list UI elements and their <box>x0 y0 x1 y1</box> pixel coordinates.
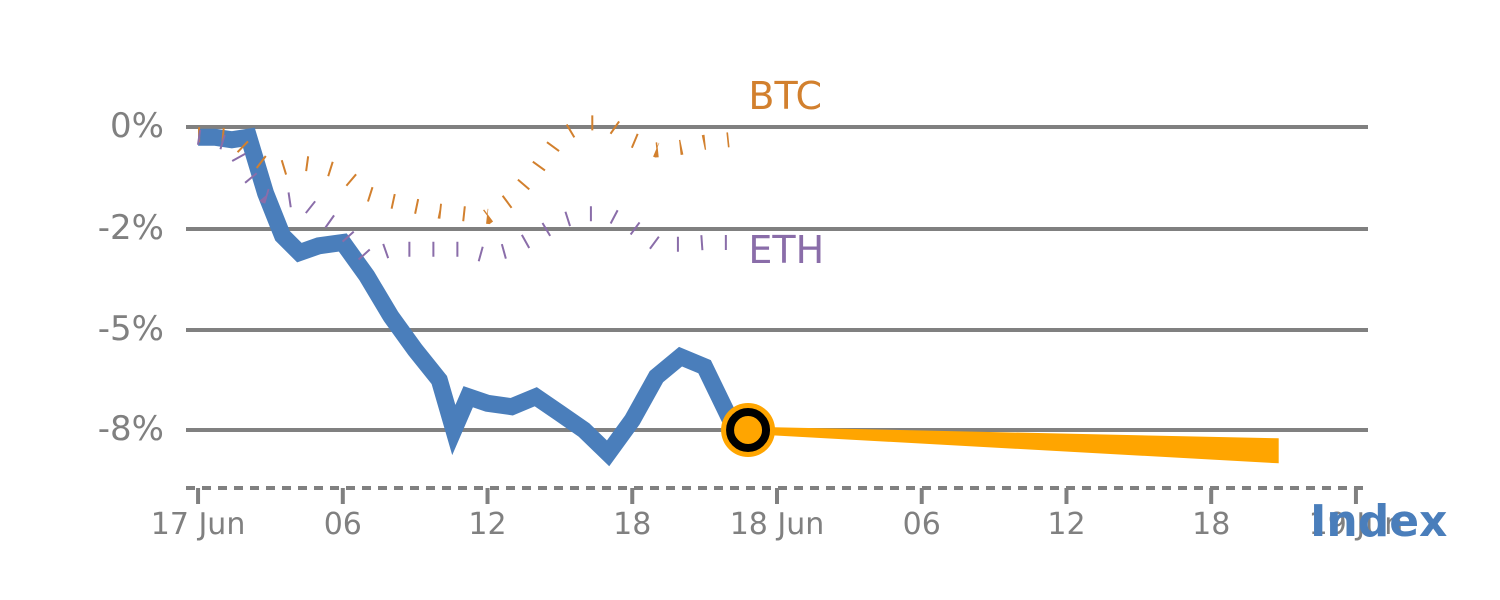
index-line-path <box>198 127 753 467</box>
x-axis-ticks <box>196 488 1358 504</box>
forecast-cone-shape <box>748 426 1279 464</box>
series-btc-line <box>198 115 730 225</box>
btc-line-path <box>198 115 730 225</box>
x-tick-label-6: 12 <box>1047 507 1086 542</box>
forecast-cone <box>748 426 1279 464</box>
series-index-line <box>198 127 753 467</box>
chart-title: Index <box>1310 496 1448 547</box>
x-tick-label-2: 12 <box>468 507 507 542</box>
y-tick-label-3: -8% <box>97 409 164 449</box>
y-tick-label-0: 0% <box>110 106 164 146</box>
marker-ring-icon[interactable] <box>726 408 771 452</box>
x-tick-label-3: 18 <box>613 507 652 542</box>
x-tick-label-5: 06 <box>902 507 941 542</box>
x-tick-label-7: 18 <box>1192 507 1231 542</box>
y-tick-label-1: -2% <box>97 208 164 248</box>
y-tick-label-2: -5% <box>97 309 164 349</box>
x-tick-label-1: 06 <box>323 507 362 542</box>
x-tick-label-8: 19 Jun <box>1308 507 1404 542</box>
eth-line-path <box>196 129 729 267</box>
series-label-btc: BTC <box>748 73 822 118</box>
series-eth-line <box>196 129 729 267</box>
series-label-eth: ETH <box>748 228 825 272</box>
x-tick-label-0: 17 Jun <box>150 507 246 542</box>
current-value-marker <box>721 403 776 457</box>
x-tick-label-4: 18 Jun <box>729 507 825 542</box>
